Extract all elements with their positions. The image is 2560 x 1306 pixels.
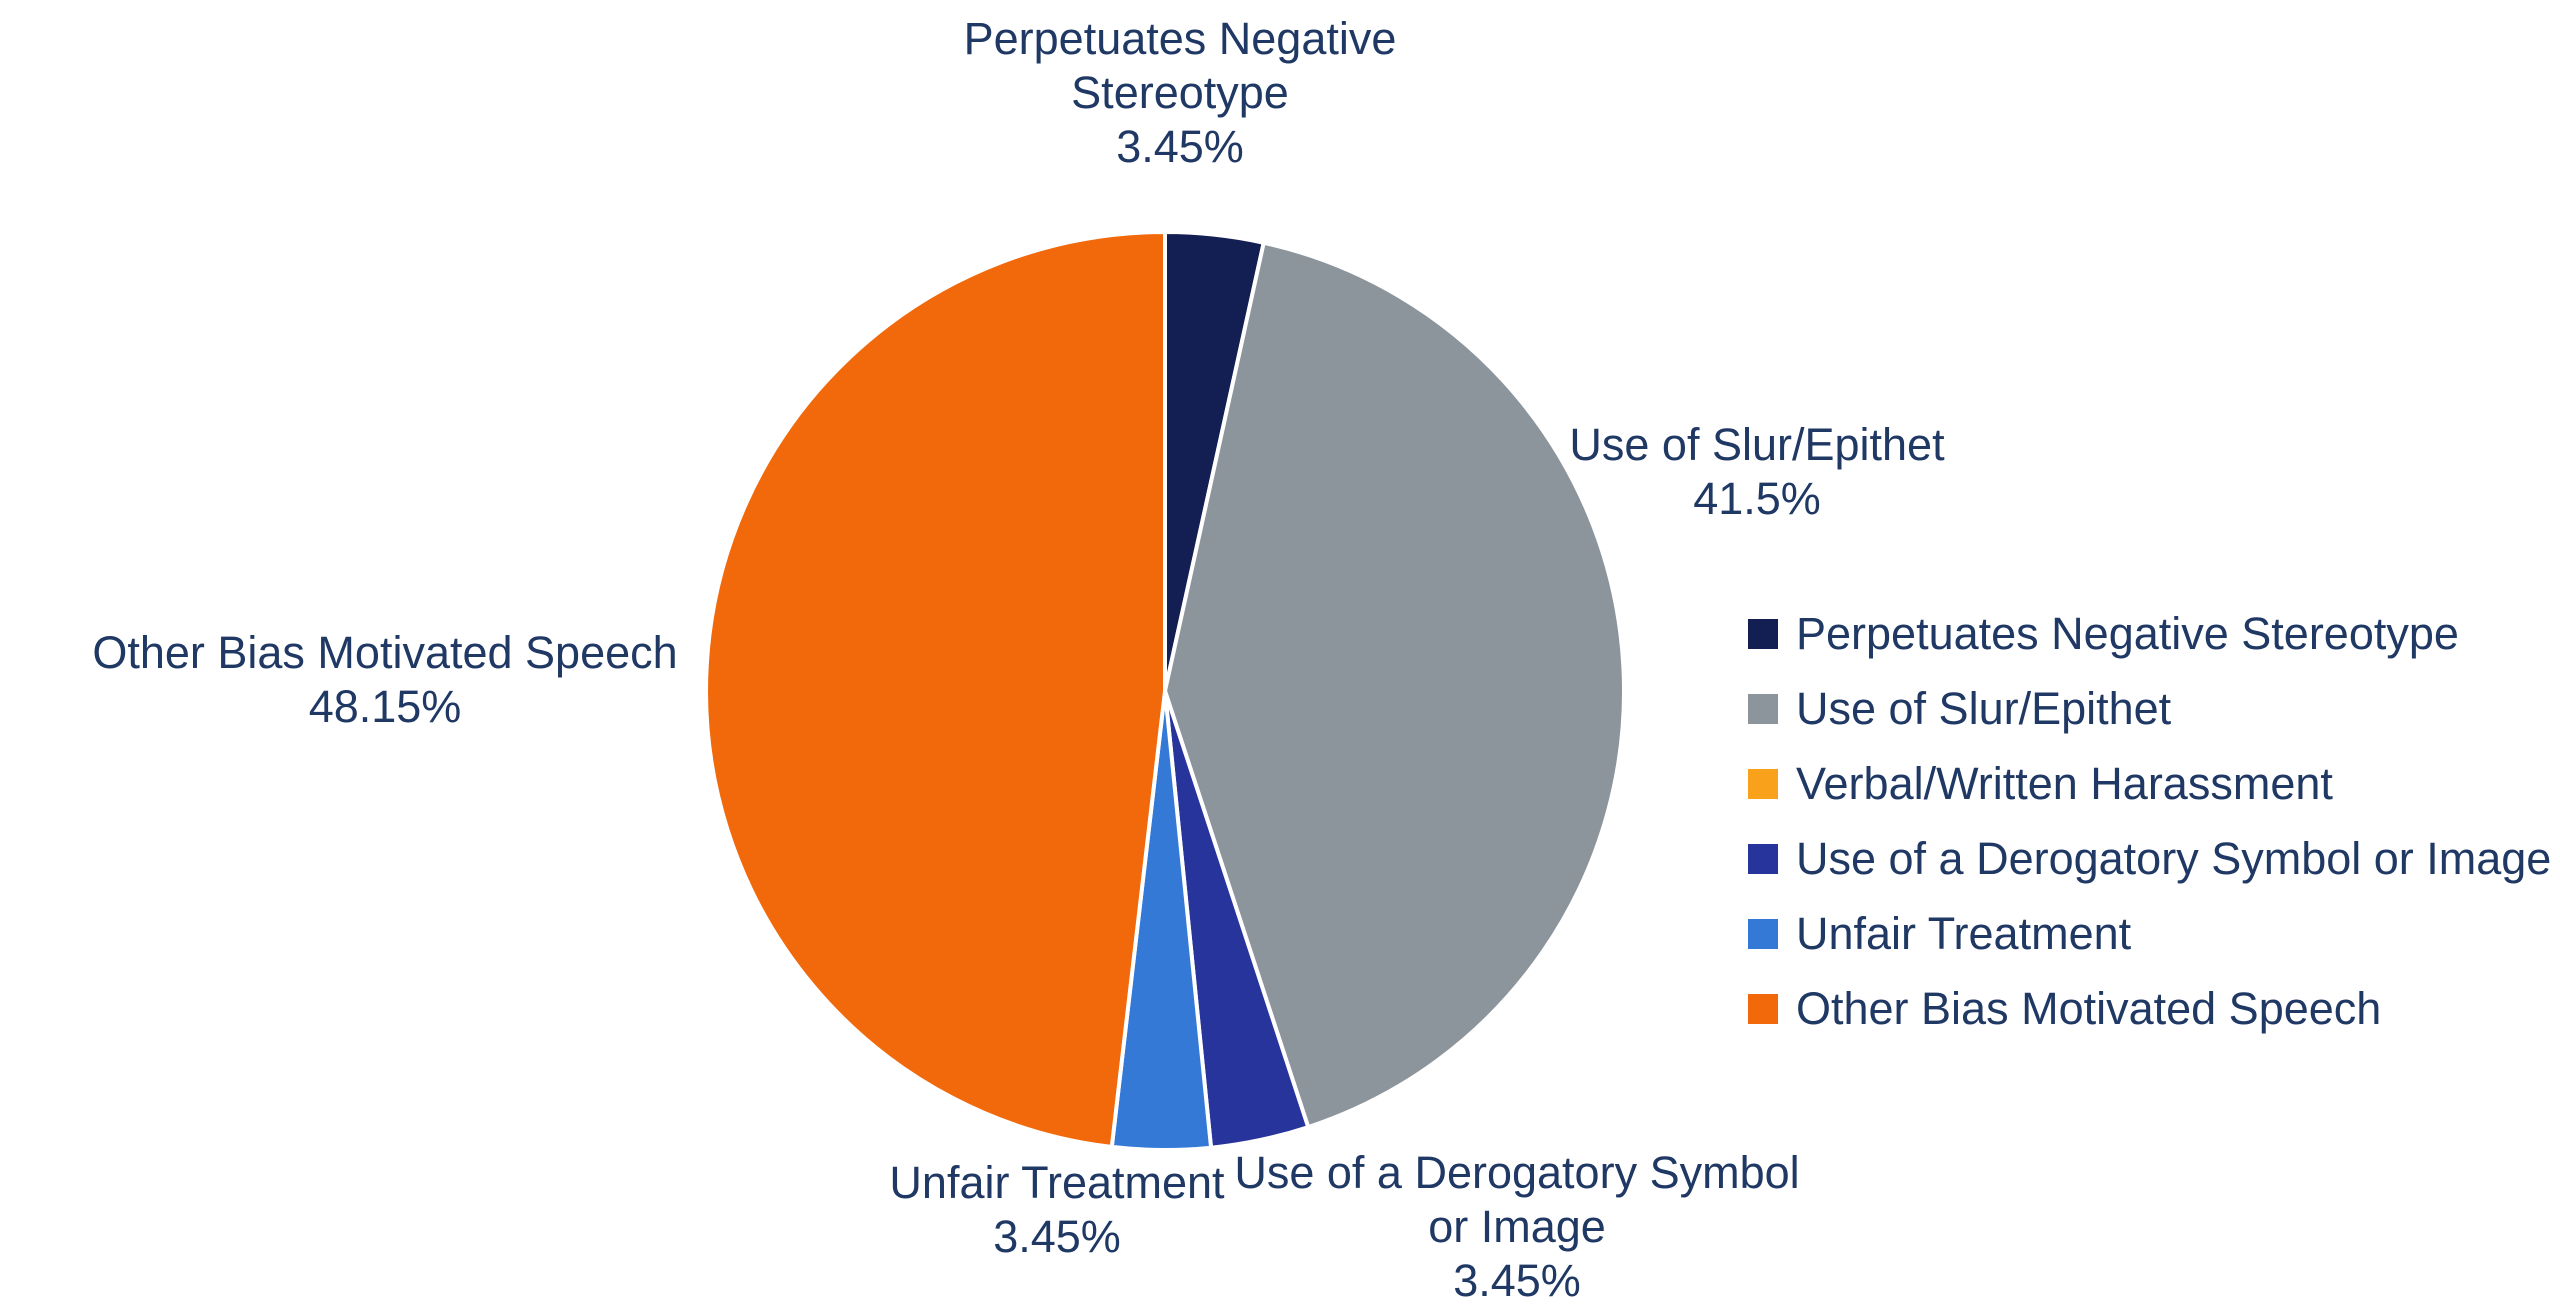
slice-label-line: Perpetuates Negative xyxy=(963,13,1397,64)
slice-label-line: 3.45% xyxy=(1116,121,1244,172)
legend-swatch-icon xyxy=(1748,843,1778,874)
slice-label-other-bias-motivated-speech: Other Bias Motivated Speech 48.15% xyxy=(92,626,677,734)
legend-item-label: Use of a Derogatory Symbol or Image xyxy=(1796,832,2552,884)
slice-label-line: Other Bias Motivated Speech xyxy=(92,627,678,678)
legend-item-label: Verbal/Written Harassment xyxy=(1796,757,2333,809)
legend-swatch-icon xyxy=(1748,993,1778,1024)
pie-slice-other-bias-motivated-speech xyxy=(704,229,1167,1150)
legend-item-use-of-a-derogatory-symbol-or-image: Use of a Derogatory Symbol or Image xyxy=(1748,821,2551,896)
legend-item-use-of-slur-epithet: Use of Slur/Epithet xyxy=(1748,671,2551,746)
legend-swatch-icon xyxy=(1748,618,1778,649)
slice-label-line: 48.15% xyxy=(308,681,462,732)
slice-label-line: Unfair Treatment xyxy=(889,1157,1225,1208)
slice-label-perpetuates-negative-stereotype: Perpetuates Negative Stereotype 3.45% xyxy=(964,12,1397,174)
legend-item-unfair-treatment: Unfair Treatment xyxy=(1748,896,2551,971)
legend-item-perpetuates-negative-stereotype: Perpetuates Negative Stereotype xyxy=(1748,596,2551,671)
legend-swatch-icon xyxy=(1748,918,1778,949)
pie-slice-use-of-slur-epithet xyxy=(1162,240,1626,1130)
slice-label-line: Use of a Derogatory Symbol xyxy=(1234,1147,1800,1198)
legend-item-verbal-written-harassment: Verbal/Written Harassment xyxy=(1748,746,2551,821)
slice-label-line: 41.5% xyxy=(1693,473,1821,524)
legend-item-label: Use of Slur/Epithet xyxy=(1796,682,2172,734)
legend-item-label: Perpetuates Negative Stereotype xyxy=(1796,607,2459,659)
slice-label-line: Stereotype xyxy=(1071,67,1289,118)
legend-swatch-icon xyxy=(1748,768,1778,799)
slice-label-use-of-a-derogatory-symbol-or-image: Use of a Derogatory Symbol or Image 3.45% xyxy=(1234,1146,1799,1306)
slice-label-use-of-slur-epithet: Use of Slur/Epithet 41.5% xyxy=(1569,418,1944,526)
slice-label-line: 3.45% xyxy=(1453,1255,1581,1306)
legend-item-other-bias-motivated-speech: Other Bias Motivated Speech xyxy=(1748,971,2551,1046)
legend-item-label: Other Bias Motivated Speech xyxy=(1796,982,2382,1034)
slice-label-line: 3.45% xyxy=(993,1211,1121,1262)
slice-label-unfair-treatment: Unfair Treatment 3.45% xyxy=(889,1156,1224,1264)
legend-swatch-icon xyxy=(1748,693,1778,724)
chart-legend: Perpetuates Negative Stereotype Use of Sl… xyxy=(1748,596,2551,1046)
legend-item-label: Unfair Treatment xyxy=(1796,907,2132,959)
slice-label-line: Use of Slur/Epithet xyxy=(1569,419,1945,470)
slice-label-line: or Image xyxy=(1428,1201,1606,1252)
